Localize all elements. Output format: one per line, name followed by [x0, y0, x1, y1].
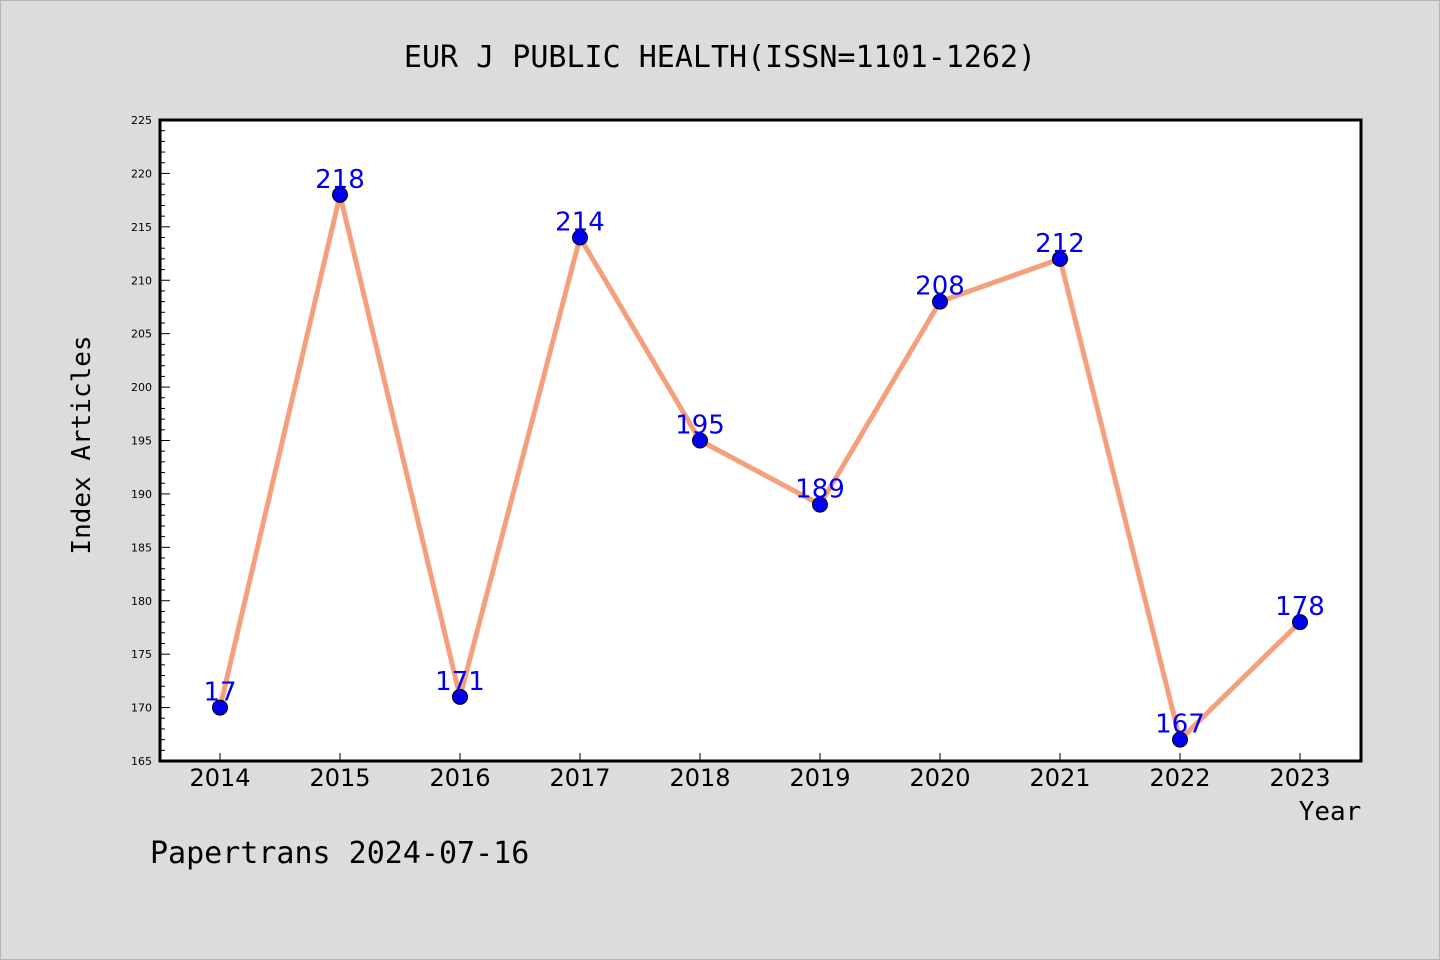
x-tick-label: 2021: [1029, 764, 1090, 792]
y-tick-label: 165: [131, 755, 152, 768]
data-point: [452, 688, 468, 705]
data-point: [572, 229, 588, 246]
y-axis-label: Index Articles: [67, 335, 97, 554]
data-label: 214: [555, 208, 605, 238]
data-label: 167: [1155, 710, 1205, 740]
x-tick-label: 2015: [309, 764, 370, 792]
x-axis-label: Year: [1299, 797, 1362, 827]
data-point: [1292, 614, 1308, 631]
y-tick-label: 170: [131, 702, 152, 715]
chart-title: EUR J PUBLIC HEALTH(ISSN=1101-1262): [404, 40, 1036, 75]
data-label: 178: [1275, 592, 1325, 622]
x-tick-label: 2022: [1149, 764, 1210, 792]
x-tick-label: 2019: [789, 764, 850, 792]
data-label: 212: [1035, 229, 1085, 259]
y-tick-label: 225: [131, 114, 152, 127]
data-point: [812, 496, 828, 513]
y-tick-label: 180: [131, 595, 152, 608]
y-tick-label: 220: [131, 167, 152, 180]
series-layer: 17 218 171 214 195 189 208 212 167 178: [203, 165, 1325, 748]
y-axis: 165 170 175 180 185 190 195 200 205 210 215 220 225: [131, 114, 170, 768]
data-point: [332, 186, 348, 203]
x-tick-label: 2018: [669, 764, 730, 792]
x-tick-label: 2014: [189, 764, 250, 792]
x-axis: 2014 2015 2016 2017 2018 2019 2020 2021 2022 2023: [189, 753, 1331, 792]
data-label: 195: [675, 411, 725, 441]
y-tick-label: 195: [131, 435, 152, 448]
data-point: [932, 293, 948, 310]
data-label: 17: [203, 678, 236, 708]
data-label: 208: [915, 272, 965, 302]
y-tick-label: 175: [131, 648, 152, 661]
y-tick-label: 215: [131, 221, 152, 234]
y-tick-label: 185: [131, 541, 152, 554]
y-tick-label: 205: [131, 328, 152, 341]
data-label: 218: [315, 165, 365, 195]
series-line: [217, 192, 1303, 743]
y-tick-label: 210: [131, 274, 152, 287]
footer-text: Papertrans 2024-07-16: [150, 836, 529, 871]
plot-area: [158, 118, 1363, 763]
data-point: [1172, 731, 1188, 748]
x-tick-label: 2020: [909, 764, 970, 792]
data-point: [212, 699, 228, 716]
x-tick-label: 2023: [1269, 764, 1330, 792]
x-tick-label: 2016: [429, 764, 490, 792]
data-label: 171: [435, 667, 485, 697]
data-point: [1052, 250, 1068, 267]
data-point: [692, 432, 708, 449]
y-tick-label: 200: [131, 381, 152, 394]
data-label: 189: [795, 475, 845, 505]
y-tick-label: 190: [131, 488, 152, 501]
x-tick-label: 2017: [549, 764, 610, 792]
